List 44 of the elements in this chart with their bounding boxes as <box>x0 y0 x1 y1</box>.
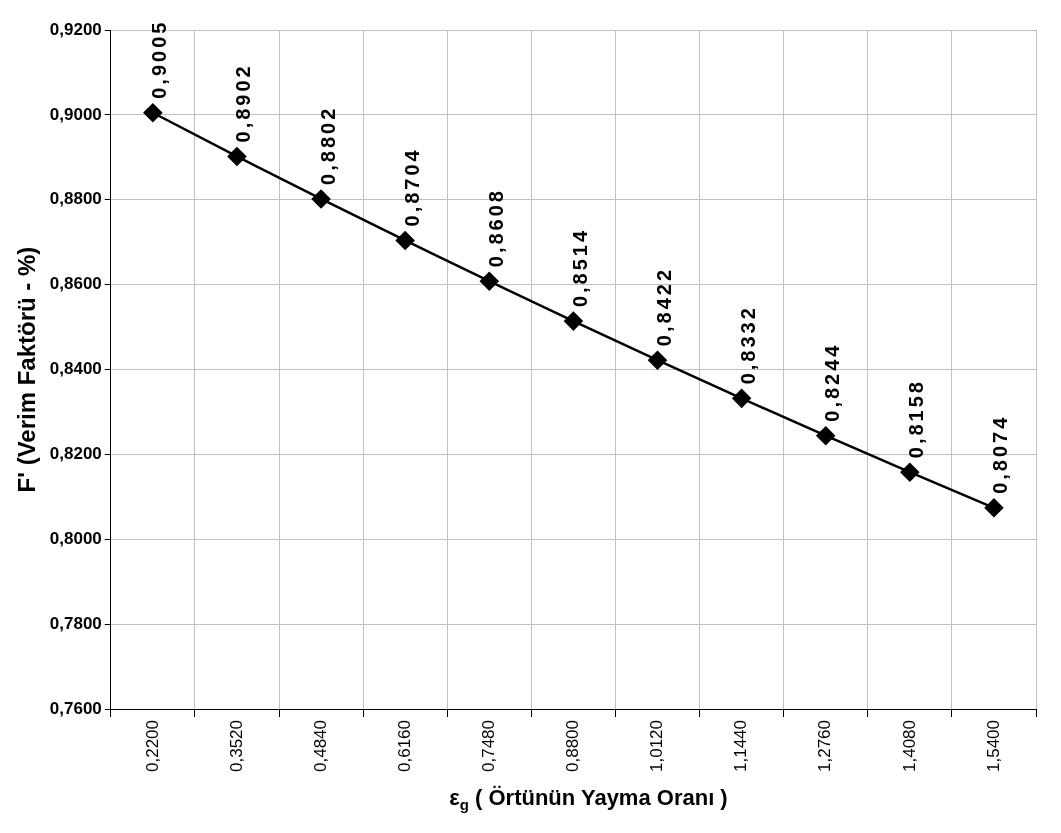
data-label: 0,8422 <box>653 266 676 347</box>
y-tick-label: 0,8600 <box>49 274 102 294</box>
y-axis-title: F' (Verim Faktörü - %) <box>13 246 41 493</box>
point <box>227 147 247 166</box>
data-label: 0,9005 <box>148 19 171 99</box>
point <box>395 231 415 250</box>
point <box>311 189 331 209</box>
point <box>143 103 163 122</box>
point <box>984 498 1004 518</box>
point <box>900 462 920 482</box>
y-tick-label: 0,8200 <box>49 444 102 464</box>
x-tick-label: 1,0120 <box>647 720 667 772</box>
x-axis-title: ε$_{g}$ ( Örtünün Yayma Oranı ) <box>448 785 729 814</box>
x-tick-label: 1,4080 <box>899 720 919 772</box>
y-tick-label: 0,8000 <box>49 528 102 548</box>
point <box>816 426 835 445</box>
data-label: 0,8158 <box>905 379 928 459</box>
x-tick-label: 0,3520 <box>226 720 246 772</box>
y-tick-label: 0,7600 <box>49 698 102 718</box>
data-label: 0,8704 <box>400 147 423 227</box>
y-tick-label: 0,9200 <box>49 19 102 39</box>
data-label: 0,8902 <box>232 63 255 143</box>
data-label: 0,8802 <box>316 105 339 185</box>
point <box>732 389 751 408</box>
x-tick-label: 0,4840 <box>310 720 330 772</box>
x-tick-label: 0,2200 <box>142 720 162 772</box>
point <box>480 271 499 291</box>
data-label: 0,8608 <box>484 188 507 268</box>
x-tick-label: 0,8800 <box>563 720 583 772</box>
y-tick-label: 0,8400 <box>49 359 102 379</box>
x-tick-label: 1,5400 <box>983 720 1003 772</box>
x-tick-label: 1,1440 <box>731 720 751 772</box>
y-tick-label: 0,8800 <box>49 189 102 209</box>
y-tick-label: 0,9000 <box>49 104 102 124</box>
point <box>648 350 667 370</box>
x-tick-label: 1,2760 <box>815 720 835 772</box>
data-label: 0,8514 <box>568 227 591 308</box>
point <box>564 311 583 331</box>
data-label: 0,8074 <box>989 414 1012 494</box>
x-tick-label: 0,6160 <box>394 720 414 772</box>
x-tick-label: 0,7480 <box>478 720 498 772</box>
data-label: 0,8332 <box>737 305 760 385</box>
data-label: 0,8244 <box>821 342 844 422</box>
y-tick-label: 0,7800 <box>49 613 102 633</box>
